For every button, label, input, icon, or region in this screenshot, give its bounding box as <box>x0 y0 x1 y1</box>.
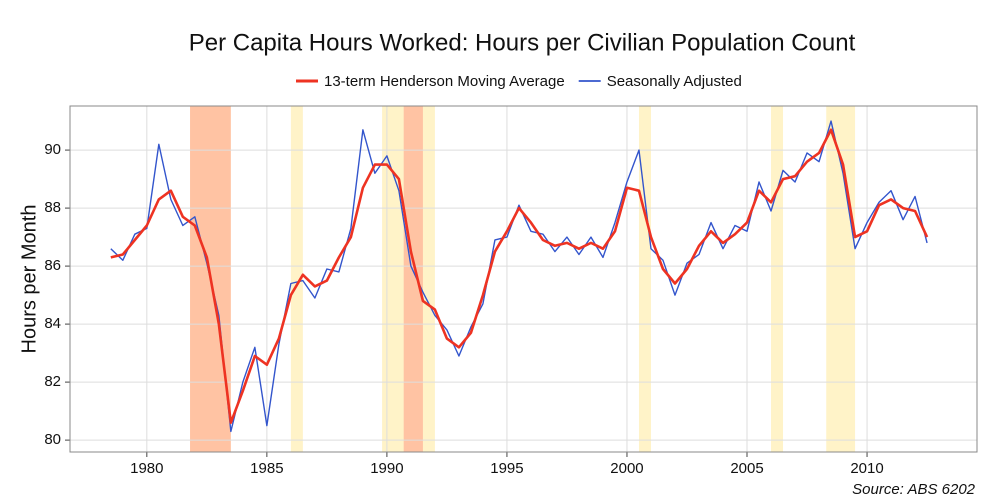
y-tick-label: 90 <box>44 141 61 158</box>
y-tick-label: 86 <box>44 257 61 274</box>
shaded-band <box>403 106 423 452</box>
x-tick-label: 2000 <box>610 460 643 477</box>
x-tick-label: 1980 <box>130 460 163 477</box>
chart-title: Per Capita Hours Worked: Hours per Civil… <box>189 29 856 56</box>
source: Source: ABS 6202 <box>852 481 976 498</box>
x-tick-label: 1990 <box>370 460 403 477</box>
line-series <box>110 128 929 425</box>
x-tick-label: 1995 <box>490 460 523 477</box>
y-tick-label: 88 <box>44 199 61 216</box>
y-tick-label: 82 <box>44 373 61 390</box>
shaded-band <box>290 106 303 452</box>
shaded-band <box>771 106 784 452</box>
y-tick-label: 80 <box>44 431 61 448</box>
x-tick-label: 2010 <box>850 460 883 477</box>
y-axis-label: Hours per Month <box>18 205 40 354</box>
plot-border <box>69 105 978 453</box>
x-tick-label: 1985 <box>250 460 283 477</box>
legend-label: Seasonally Adjusted <box>607 73 742 90</box>
y-tick-label: 84 <box>44 315 61 332</box>
x-tick-label: 2005 <box>730 460 763 477</box>
shaded-band <box>638 106 651 452</box>
legend-label: 13-term Henderson Moving Average <box>324 73 565 90</box>
